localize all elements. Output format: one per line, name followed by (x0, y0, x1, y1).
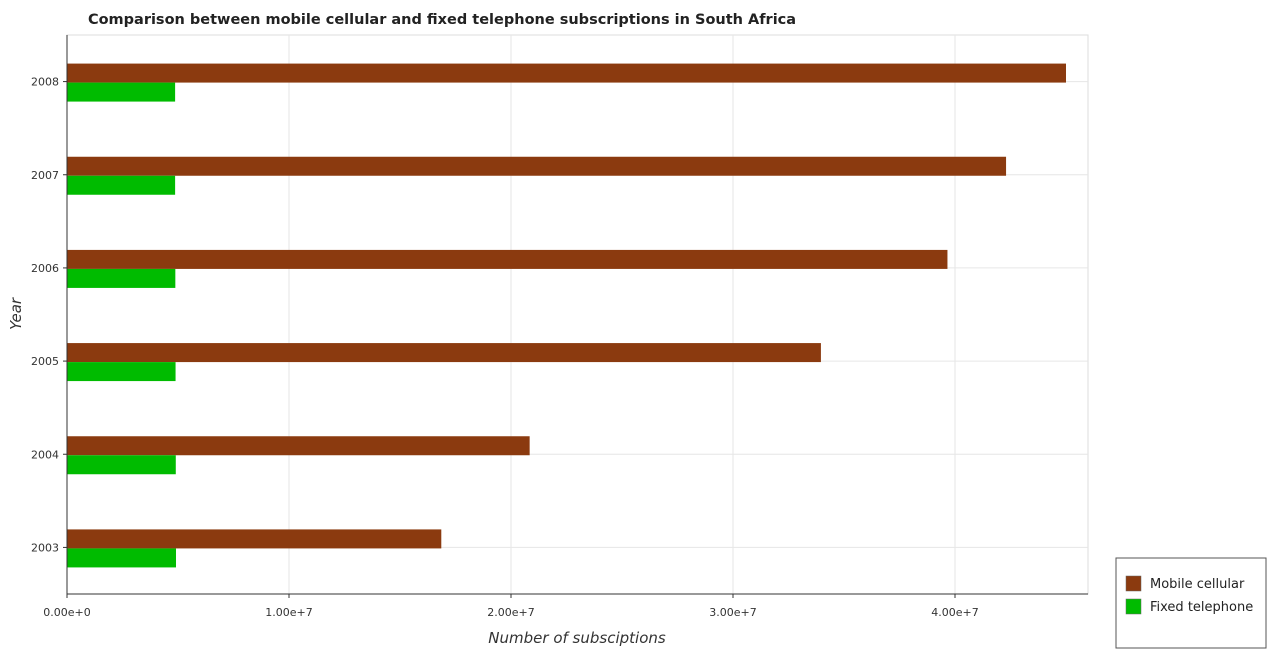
legend-swatch-mobile-cellular (1125, 575, 1142, 592)
x-tick-label: 4.00e+7 (931, 606, 978, 619)
y-tick-label: 2007 (31, 169, 59, 182)
legend-label-mobile-cellular: Mobile cellular (1150, 577, 1245, 592)
legend-swatch-fixed-telephone (1125, 598, 1142, 615)
axes: 0.00e+0 1.00e+7 2.00e+7 3.00e+7 4.00e+7 2003 2… (31, 35, 1088, 619)
x-tick-label: 0.00e+0 (43, 606, 90, 619)
bar-fixed-telephone-2006 (67, 268, 176, 288)
y-tick-label: 2005 (31, 355, 59, 368)
y-axis-label: Year (7, 297, 25, 330)
chart-title: Comparison between mobile cellular and f… (88, 12, 796, 28)
bar-mobile-cellular-2004 (67, 436, 530, 456)
bar-mobile-cellular-2003 (67, 529, 442, 549)
y-tick-label: 2006 (31, 262, 59, 275)
x-tick-label: 2.00e+7 (487, 606, 534, 619)
y-tick-label: 2003 (31, 541, 59, 554)
x-tick-label: 3.00e+7 (709, 606, 756, 619)
bar-mobile-cellular-2008 (67, 63, 1066, 83)
x-axis-label: Number of subsciptions (488, 629, 666, 647)
bar-fixed-telephone-2008 (67, 82, 176, 102)
bar-fixed-telephone-2005 (67, 362, 176, 382)
y-tick-label: 2004 (31, 448, 59, 461)
bar-mobile-cellular-2006 (67, 249, 948, 269)
plot-area (66, 34, 1089, 595)
bar-fixed-telephone-2004 (67, 455, 176, 475)
legend-label-fixed-telephone: Fixed telephone (1150, 600, 1253, 615)
bars (67, 63, 1066, 568)
bar-fixed-telephone-2007 (67, 175, 176, 195)
y-tick-label: 2008 (31, 76, 59, 89)
bar-mobile-cellular-2007 (67, 156, 1007, 176)
legend: Mobile cellular Fixed telephone (1115, 557, 1267, 649)
x-tick-label: 1.00e+7 (265, 606, 312, 619)
bar-fixed-telephone-2003 (67, 548, 177, 568)
bar-mobile-cellular-2005 (67, 343, 821, 363)
